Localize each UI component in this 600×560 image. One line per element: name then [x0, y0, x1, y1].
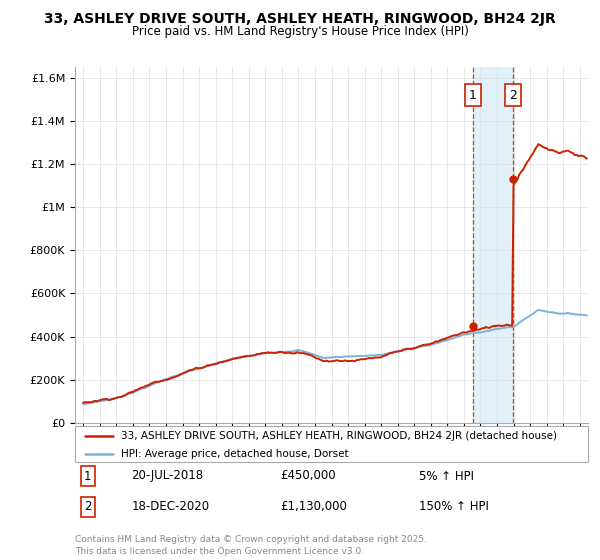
Text: 2: 2	[84, 500, 92, 514]
Text: 5% ↑ HPI: 5% ↑ HPI	[419, 469, 474, 483]
Text: 18-DEC-2020: 18-DEC-2020	[131, 500, 209, 514]
Text: Contains HM Land Registry data © Crown copyright and database right 2025.
This d: Contains HM Land Registry data © Crown c…	[75, 535, 427, 556]
Bar	[473, 67, 513, 423]
Text: £1,130,000: £1,130,000	[280, 500, 347, 514]
Text: 150% ↑ HPI: 150% ↑ HPI	[419, 500, 488, 514]
Text: 33, ASHLEY DRIVE SOUTH, ASHLEY HEATH, RINGWOOD, BH24 2JR: 33, ASHLEY DRIVE SOUTH, ASHLEY HEATH, RI…	[44, 12, 556, 26]
Text: 20-JUL-2018: 20-JUL-2018	[131, 469, 203, 483]
Text: 1: 1	[84, 469, 92, 483]
Text: HPI: Average price, detached house, Dorset: HPI: Average price, detached house, Dors…	[121, 449, 349, 459]
Text: 1: 1	[469, 88, 477, 102]
Text: Price paid vs. HM Land Registry's House Price Index (HPI): Price paid vs. HM Land Registry's House …	[131, 25, 469, 38]
Text: 33, ASHLEY DRIVE SOUTH, ASHLEY HEATH, RINGWOOD, BH24 2JR (detached house): 33, ASHLEY DRIVE SOUTH, ASHLEY HEATH, RI…	[121, 431, 557, 441]
Text: 2: 2	[509, 88, 517, 102]
Text: £450,000: £450,000	[280, 469, 336, 483]
